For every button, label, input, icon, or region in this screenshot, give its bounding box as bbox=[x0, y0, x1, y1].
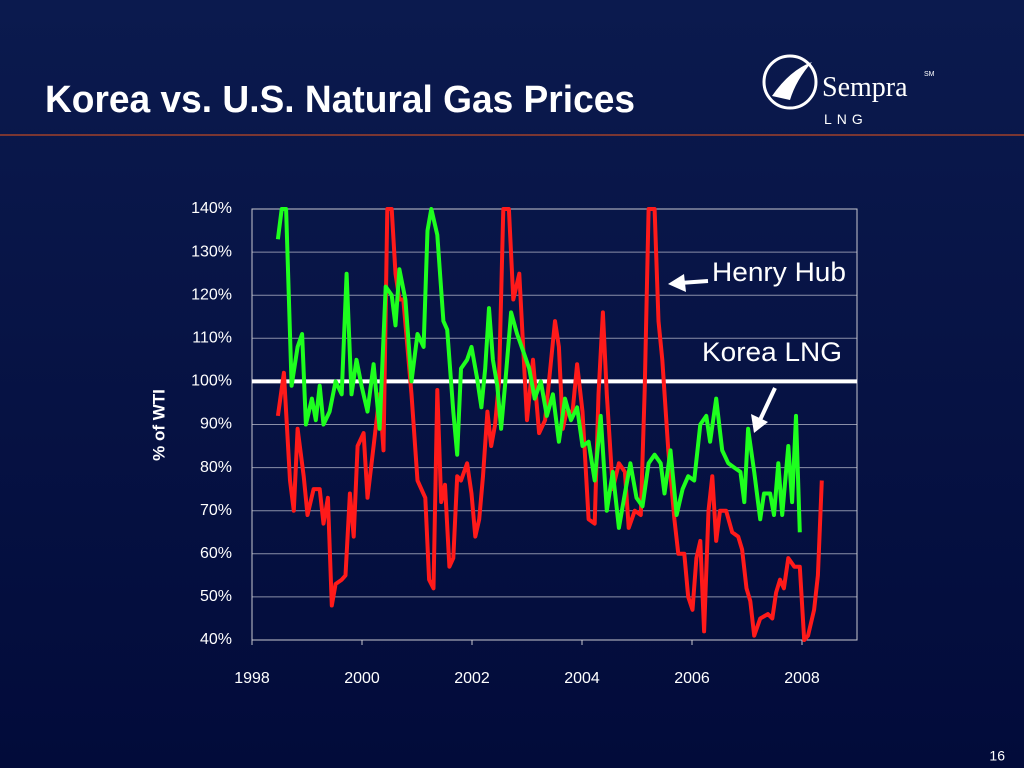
arrow-head bbox=[751, 414, 768, 433]
logo: Sempra SM LNG bbox=[762, 54, 935, 127]
y-tick-label: 100% bbox=[191, 373, 232, 390]
logo-mark: SM bbox=[924, 71, 935, 78]
y-tick-label: 110% bbox=[192, 330, 232, 347]
series-line bbox=[275, 207, 824, 642]
arrow bbox=[668, 274, 709, 292]
x-tick-label: 2008 bbox=[784, 670, 820, 687]
annotation: Henry Hub bbox=[712, 257, 846, 287]
arrow bbox=[751, 387, 777, 433]
logo-text: Sempra bbox=[822, 72, 908, 103]
x-tick-label: 2004 bbox=[564, 670, 600, 687]
page-number: 16 bbox=[989, 748, 1005, 764]
series-line bbox=[275, 207, 802, 533]
y-tick-label: 90% bbox=[200, 416, 232, 433]
slide-title: Korea vs. U.S. Natural Gas Prices bbox=[45, 79, 635, 121]
logo-icon-figure bbox=[772, 62, 812, 100]
logo-icon bbox=[762, 54, 818, 110]
y-tick-label: 70% bbox=[200, 502, 232, 519]
y-tick-label: 80% bbox=[200, 459, 232, 476]
arrow-shaft bbox=[758, 387, 777, 421]
x-tick-label: 2002 bbox=[454, 670, 490, 687]
y-tick-label: 40% bbox=[200, 631, 232, 648]
x-tick-label: 1998 bbox=[234, 670, 270, 687]
y-tick-label: 130% bbox=[191, 243, 232, 260]
x-tick-label: 2006 bbox=[674, 670, 710, 687]
annotation: Korea LNG bbox=[702, 337, 842, 367]
y-tick-label: 60% bbox=[200, 545, 232, 562]
y-axis-label: % of WTI bbox=[149, 389, 168, 461]
arrow-head bbox=[668, 274, 686, 292]
x-tick-label: 2000 bbox=[344, 670, 380, 687]
logo-subtext: LNG bbox=[824, 111, 868, 127]
plot-frame bbox=[251, 208, 858, 641]
plot: 40% 50% 60% 70% 80% 90% 100% 110% 120% 130% 140% 19… bbox=[191, 200, 858, 687]
y-tick-label: 50% bbox=[200, 588, 232, 605]
y-tick-label: 120% bbox=[191, 286, 232, 303]
y-tick-label: 140% bbox=[191, 200, 232, 217]
